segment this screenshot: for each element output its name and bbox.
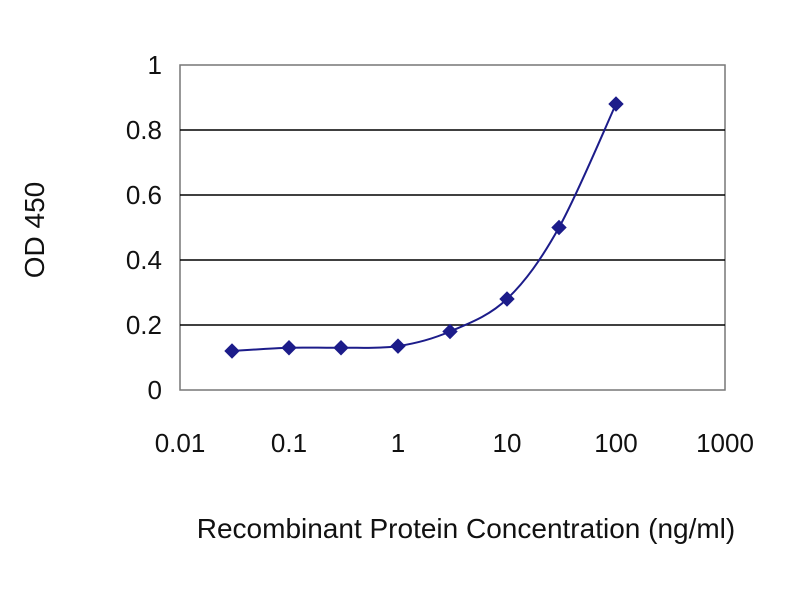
- data-point-marker: [442, 323, 458, 340]
- y-tick-label: 0.8: [126, 115, 162, 145]
- data-point-marker: [224, 343, 240, 359]
- x-tick-label: 1: [391, 428, 405, 458]
- y-tick-label: 0.4: [126, 245, 162, 275]
- y-tick-label: 1: [148, 50, 162, 80]
- data-point-marker: [551, 219, 567, 236]
- y-tick-label: 0: [148, 375, 162, 405]
- data-point-marker: [390, 338, 406, 354]
- x-tick-label: 1000: [696, 428, 754, 458]
- data-point-marker: [608, 96, 624, 112]
- x-tick-label: 0.01: [155, 428, 206, 458]
- plot-area: [179, 64, 726, 391]
- y-axis-title: OD 450: [19, 182, 50, 279]
- x-tick-label: 0.1: [271, 428, 307, 458]
- data-point-marker: [333, 340, 349, 356]
- x-tick-label: 10: [493, 428, 522, 458]
- grid-lines: [180, 129, 725, 326]
- data-point-marker: [281, 340, 297, 356]
- y-tick-label: 0.6: [126, 180, 162, 210]
- series-layer: [224, 96, 624, 359]
- y-tick-label: 0.2: [126, 310, 162, 340]
- x-axis: 0.01 0.1 1 10 100 1000: [155, 428, 754, 458]
- x-tick-label: 100: [594, 428, 637, 458]
- y-axis: 0 0.2 0.4 0.6 0.8 1: [126, 50, 162, 405]
- data-point-marker: [499, 291, 515, 307]
- x-axis-title: Recombinant Protein Concentration (ng/ml…: [197, 513, 735, 544]
